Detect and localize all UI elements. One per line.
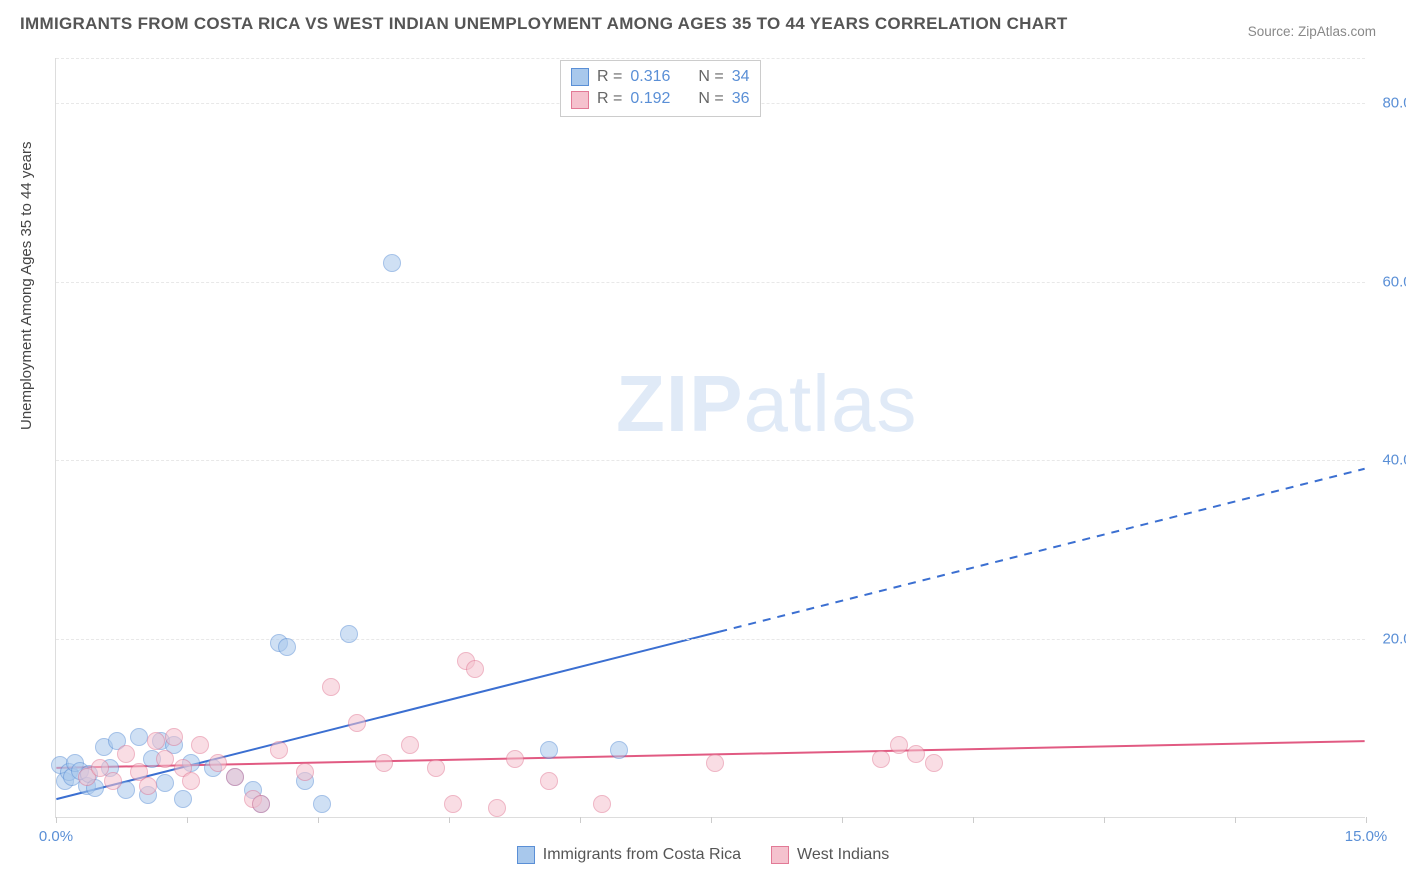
x-tick xyxy=(318,817,319,823)
r-label: R = xyxy=(597,66,622,88)
scatter-point-west_indian xyxy=(165,728,183,746)
x-tick xyxy=(580,817,581,823)
plot-area: ZIPatlas 20.0%40.0%60.0%80.0%0.0%15.0% xyxy=(55,58,1365,818)
stats-row-west_indian: R = 0.192 N = 36 xyxy=(571,88,750,110)
legend-label-costa_rica: Immigrants from Costa Rica xyxy=(543,846,741,864)
x-tick xyxy=(1366,817,1367,823)
scatter-point-costa_rica xyxy=(313,795,331,813)
scatter-point-west_indian xyxy=(226,768,244,786)
scatter-point-west_indian xyxy=(117,745,135,763)
scatter-point-west_indian xyxy=(488,799,506,817)
scatter-point-costa_rica xyxy=(340,625,358,643)
y-tick-label: 80.0% xyxy=(1370,94,1406,111)
scatter-point-west_indian xyxy=(907,745,925,763)
scatter-point-west_indian xyxy=(296,763,314,781)
n-value-west_indian: 36 xyxy=(732,88,750,110)
scatter-point-west_indian xyxy=(506,750,524,768)
scatter-point-west_indian xyxy=(182,772,200,790)
r-value-costa_rica: 0.316 xyxy=(630,66,670,88)
scatter-point-costa_rica xyxy=(540,741,558,759)
trend-lines xyxy=(56,58,1365,817)
watermark-atlas: atlas xyxy=(743,359,917,448)
grid-line xyxy=(56,460,1365,461)
scatter-point-costa_rica xyxy=(130,728,148,746)
swatch-costa_rica xyxy=(571,68,589,86)
scatter-point-west_indian xyxy=(444,795,462,813)
r-value-west_indian: 0.192 xyxy=(630,88,670,110)
scatter-point-west_indian xyxy=(348,714,366,732)
scatter-point-west_indian xyxy=(209,754,227,772)
legend-swatch-costa_rica xyxy=(517,846,535,864)
swatch-west_indian xyxy=(571,91,589,109)
scatter-point-west_indian xyxy=(540,772,558,790)
x-tick xyxy=(1235,817,1236,823)
grid-line xyxy=(56,58,1365,59)
scatter-point-west_indian xyxy=(706,754,724,772)
scatter-point-west_indian xyxy=(593,795,611,813)
scatter-point-west_indian xyxy=(139,777,157,795)
trend-line-dashed-costa_rica xyxy=(719,469,1364,632)
x-tick xyxy=(711,817,712,823)
scatter-point-west_indian xyxy=(427,759,445,777)
scatter-point-west_indian xyxy=(156,750,174,768)
scatter-point-costa_rica xyxy=(610,741,628,759)
grid-line xyxy=(56,282,1365,283)
scatter-point-west_indian xyxy=(925,754,943,772)
scatter-point-west_indian xyxy=(375,754,393,772)
stats-legend-box: R = 0.316 N = 34 R = 0.192 N = 36 xyxy=(560,60,761,117)
x-tick xyxy=(449,817,450,823)
legend-label-west_indian: West Indians xyxy=(797,846,889,864)
scatter-point-west_indian xyxy=(270,741,288,759)
scatter-point-costa_rica xyxy=(174,790,192,808)
watermark: ZIPatlas xyxy=(616,358,917,450)
scatter-point-west_indian xyxy=(872,750,890,768)
r-label: R = xyxy=(597,88,622,110)
scatter-point-west_indian xyxy=(252,795,270,813)
x-tick xyxy=(187,817,188,823)
x-tick xyxy=(842,817,843,823)
legend-item-costa_rica: Immigrants from Costa Rica xyxy=(517,846,741,864)
scatter-point-costa_rica xyxy=(278,638,296,656)
scatter-point-west_indian xyxy=(147,732,165,750)
scatter-point-costa_rica xyxy=(383,254,401,272)
x-tick xyxy=(1104,817,1105,823)
scatter-point-west_indian xyxy=(890,736,908,754)
bottom-legend: Immigrants from Costa Rica West Indians xyxy=(0,846,1406,864)
x-tick xyxy=(973,817,974,823)
stats-row-costa_rica: R = 0.316 N = 34 xyxy=(571,66,750,88)
scatter-point-west_indian xyxy=(401,736,419,754)
y-axis-label: Unemployment Among Ages 35 to 44 years xyxy=(18,141,35,430)
legend-item-west_indian: West Indians xyxy=(771,846,889,864)
legend-swatch-west_indian xyxy=(771,846,789,864)
x-tick-label: 0.0% xyxy=(39,828,73,845)
grid-line xyxy=(56,639,1365,640)
y-tick-label: 60.0% xyxy=(1370,273,1406,290)
x-tick-label: 15.0% xyxy=(1345,828,1388,845)
scatter-point-west_indian xyxy=(191,736,209,754)
source-label: Source: ZipAtlas.com xyxy=(1248,24,1376,39)
n-value-costa_rica: 34 xyxy=(732,66,750,88)
scatter-point-west_indian xyxy=(466,660,484,678)
y-tick-label: 40.0% xyxy=(1370,452,1406,469)
n-label: N = xyxy=(698,66,723,88)
n-label: N = xyxy=(698,88,723,110)
y-tick-label: 20.0% xyxy=(1370,631,1406,648)
scatter-point-west_indian xyxy=(322,678,340,696)
scatter-point-west_indian xyxy=(104,772,122,790)
scatter-point-costa_rica xyxy=(156,774,174,792)
trend-line-costa_rica xyxy=(56,632,719,799)
watermark-zip: ZIP xyxy=(616,359,743,448)
chart-title: IMMIGRANTS FROM COSTA RICA VS WEST INDIA… xyxy=(20,14,1068,34)
x-tick xyxy=(56,817,57,823)
